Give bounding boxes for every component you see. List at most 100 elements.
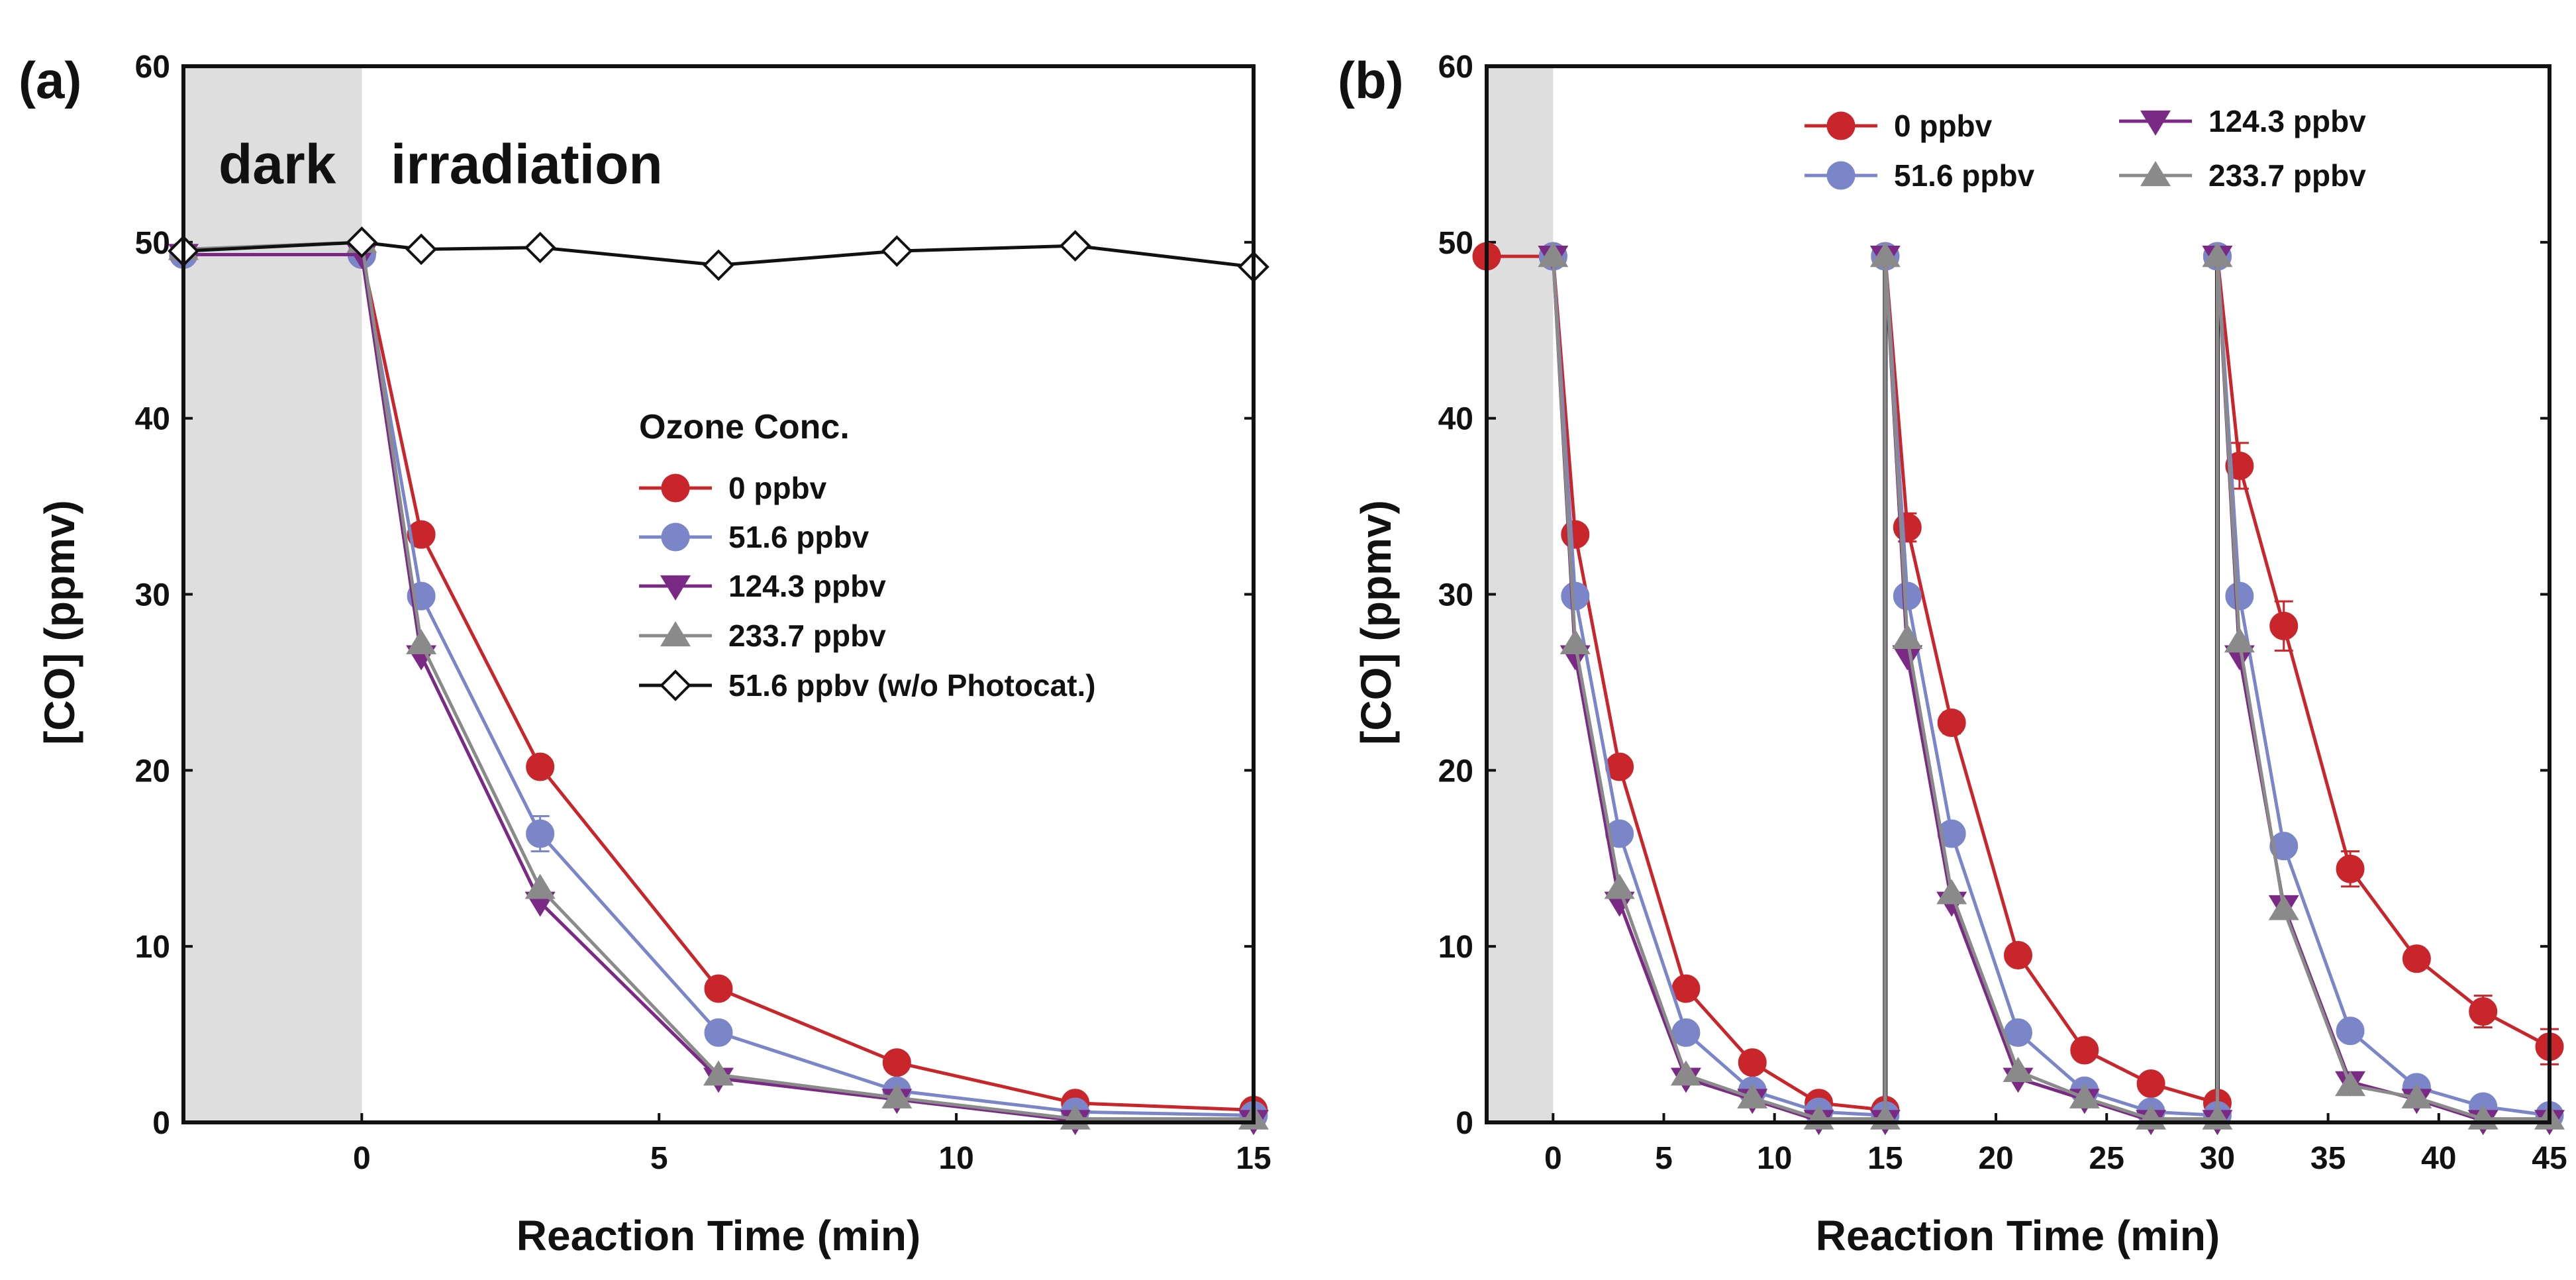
data-point (2004, 940, 2032, 969)
data-point (2268, 895, 2299, 920)
dark-region-shade (183, 66, 362, 1122)
series-line (183, 252, 1254, 1122)
data-point (703, 249, 734, 281)
x-tick-label: 15 (1867, 1141, 1903, 1176)
legend-label: 51.6 ppbv (1894, 158, 2035, 193)
y-tick-label: 50 (1438, 226, 1473, 261)
data-point (2269, 611, 2299, 640)
data-point (1892, 624, 1923, 650)
series-line (1551, 254, 2550, 1121)
x-tick-label: 35 (2310, 1141, 2346, 1176)
legend-item: 51.6 ppbv (639, 520, 869, 554)
legend-item: 233.7 ppbv (639, 618, 886, 653)
data-point (2069, 1083, 2100, 1108)
x-tick-label: 45 (2532, 1141, 2567, 1176)
x-tick-label: 0 (1544, 1141, 1562, 1176)
data-point (882, 1048, 911, 1077)
legend-item: 51.6 ppbv (1805, 158, 2035, 193)
data-point (524, 873, 556, 899)
series-line (183, 240, 1254, 1121)
data-point (1561, 581, 1590, 611)
cycle-divider-lines (1883, 256, 2220, 1122)
panel-label: (a) (19, 51, 81, 109)
legend-label: 0 ppbv (728, 471, 827, 505)
x-tick-label: 10 (1757, 1141, 1792, 1176)
plot-frame (181, 64, 1256, 1124)
legend-label: 233.7 ppbv (728, 618, 886, 653)
legend-marker (2140, 161, 2171, 187)
x-tick-label: 10 (938, 1141, 973, 1176)
legend-marker (2140, 110, 2171, 136)
series-line (1487, 254, 2551, 1112)
x-tick-label: 20 (1978, 1141, 2013, 1176)
legend-item: 233.7 ppbv (2119, 158, 2366, 193)
y-tick-label: 0 (152, 1106, 170, 1141)
data-point (524, 231, 556, 264)
data-point (1671, 974, 1701, 1003)
data-point (2402, 944, 2431, 973)
data-series (1472, 242, 2565, 1136)
data-point (2336, 1016, 2365, 1046)
y-tick-label: 20 (1438, 754, 1473, 789)
legend-item: 124.3 ppbv (2119, 104, 2366, 138)
legend-item: 0 ppbv (639, 471, 827, 505)
y-tick-label: 0 (1456, 1106, 1473, 1141)
y-tick-label: 10 (135, 930, 170, 965)
series-0-ppbv (1472, 242, 2564, 1124)
x-tick-label: 15 (1236, 1141, 1271, 1176)
data-point (526, 819, 555, 848)
x-tick-label: 25 (2089, 1141, 2124, 1176)
data-point (1671, 1018, 1701, 1047)
data-point (704, 974, 733, 1003)
data-point (2336, 854, 2365, 883)
y-axis-title: [CO] (ppmv) (36, 500, 83, 745)
x-axis-title: Reaction Time (min) (1816, 1212, 2220, 1259)
legend-item: 0 ppbv (1805, 109, 1993, 143)
tick-labels: 0 10 20 30 40 50 60 0 5 10 15 (135, 50, 1271, 1176)
data-point (1561, 520, 1590, 549)
data-point (1059, 230, 1091, 262)
data-point (1670, 1060, 1701, 1086)
legend-marker (660, 621, 691, 647)
data-point (1869, 242, 1901, 268)
panel-label: (b) (1338, 51, 1404, 109)
panel-b: 0 10 20 30 40 50 60 0 5 10 15 20 25 30 35 40 45 (b) Reac… (1338, 50, 2567, 1259)
data-point (2469, 997, 2498, 1026)
data-point (1937, 709, 1966, 738)
data-point (1892, 645, 1923, 671)
x-tick-label: 5 (1655, 1141, 1673, 1176)
plot-frame (1485, 64, 2551, 1124)
data-point (526, 752, 555, 781)
y-tick-label: 30 (135, 578, 170, 613)
y-tick-label: 40 (135, 402, 170, 437)
data-point (406, 629, 437, 655)
y-tick-label: 60 (1438, 50, 1473, 85)
data-point (881, 1083, 913, 1108)
data-point (1560, 629, 1591, 655)
legend: 0 ppbv 51.6 ppbv 124.3 ppbv 233.7 ppbv (1805, 104, 2366, 193)
legend-marker (1826, 111, 1856, 140)
x-tick-label: 30 (2200, 1141, 2235, 1176)
data-point (704, 1018, 733, 1047)
legend-item: 51.6 ppbv (w/o Photocat.) (639, 668, 1096, 703)
x-axis-title: Reaction Time (min) (517, 1212, 920, 1259)
data-point (1604, 873, 1635, 899)
legend-marker (661, 522, 690, 552)
data-point (346, 226, 378, 258)
x-tick-label: 0 (353, 1141, 371, 1176)
legend-marker (661, 473, 690, 503)
data-point (2225, 581, 2254, 611)
legend-label: 0 ppbv (1894, 109, 1993, 143)
legend-marker (1826, 161, 1856, 190)
series-line (1551, 254, 2550, 1117)
y-tick-label: 20 (135, 754, 170, 789)
x-tick-label: 40 (2421, 1141, 2456, 1176)
data-point (1893, 581, 1922, 611)
legend-label: 233.7 ppbv (2208, 158, 2366, 193)
data-point (881, 235, 913, 267)
dark-region-shade (1487, 66, 1554, 1122)
data-point (2335, 1071, 2366, 1097)
series-line (1551, 254, 2550, 1122)
data-point (2269, 832, 2299, 861)
y-tick-label: 10 (1438, 930, 1473, 965)
